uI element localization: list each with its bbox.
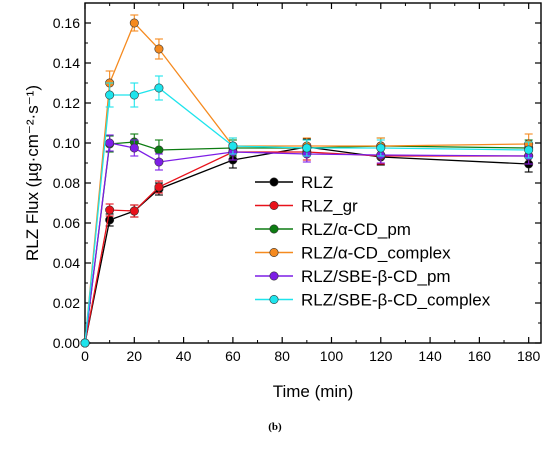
x-tick-label: 160 bbox=[468, 348, 492, 364]
legend-label: RLZ bbox=[301, 173, 333, 192]
y-tick-label: 0.00 bbox=[53, 335, 80, 351]
y-axis-title: RLZ Flux (µg·cm⁻²·s⁻¹) bbox=[23, 85, 42, 261]
x-tick-label: 0 bbox=[81, 348, 89, 364]
y-tick-label: 0.16 bbox=[53, 15, 80, 31]
data-point bbox=[376, 143, 386, 153]
x-tick-label: 80 bbox=[274, 348, 290, 364]
data-point bbox=[105, 90, 115, 100]
data-point bbox=[105, 138, 115, 148]
x-tick-label: 40 bbox=[176, 348, 192, 364]
series-layer bbox=[80, 14, 534, 348]
x-tick-label: 120 bbox=[369, 348, 393, 364]
x-tick-label: 180 bbox=[517, 348, 541, 364]
y-tick-label: 0.10 bbox=[53, 135, 80, 151]
axes: 0 20 40 60 80 100 120 140 160 180 0.00 0.02 0.04 0.06… bbox=[53, 2, 542, 364]
data-point bbox=[524, 145, 534, 155]
y-tick-label: 0.14 bbox=[53, 55, 80, 71]
legend-label: RLZ/α-CD_complex bbox=[301, 244, 451, 263]
data-point bbox=[129, 18, 139, 28]
data-point bbox=[129, 90, 139, 100]
x-axis-title: Time (min) bbox=[273, 382, 354, 401]
plot-frame bbox=[84, 2, 542, 344]
data-point bbox=[302, 143, 312, 153]
figure-caption: (b) bbox=[268, 421, 282, 433]
y-tick-label: 0.02 bbox=[53, 295, 80, 311]
x-tick-label: 60 bbox=[225, 348, 241, 364]
legend-marker bbox=[269, 248, 279, 258]
series-2 bbox=[80, 133, 534, 348]
x-tick-label: 100 bbox=[320, 348, 344, 364]
data-point bbox=[129, 143, 139, 153]
legend-label: RLZ/α-CD_pm bbox=[301, 220, 411, 239]
data-point bbox=[154, 157, 164, 167]
data-point bbox=[154, 145, 164, 155]
series-5 bbox=[80, 75, 534, 348]
legend-label: RLZ_gr bbox=[301, 197, 358, 216]
legend-label: RLZ/SBE-β-CD_pm bbox=[301, 267, 451, 286]
data-point bbox=[154, 44, 164, 54]
y-tick-label: 0.04 bbox=[53, 255, 80, 271]
data-point bbox=[129, 206, 139, 216]
x-tick-label: 140 bbox=[418, 348, 442, 364]
legend-marker bbox=[269, 201, 279, 211]
legend-marker bbox=[269, 224, 279, 234]
series-line bbox=[84, 21, 529, 344]
data-point bbox=[80, 338, 90, 348]
y-tick-label: 0.08 bbox=[53, 175, 80, 191]
legend-label: RLZ/SBE-β-CD_complex bbox=[301, 291, 491, 310]
legend-marker bbox=[269, 271, 279, 281]
data-point bbox=[154, 182, 164, 192]
series-4 bbox=[80, 134, 534, 348]
data-point bbox=[228, 141, 238, 151]
legend-marker bbox=[269, 294, 279, 304]
y-tick-label: 0.12 bbox=[53, 95, 80, 111]
y-tick-label: 0.06 bbox=[53, 215, 80, 231]
data-point bbox=[105, 205, 115, 215]
x-tick-label: 20 bbox=[127, 348, 143, 364]
legend: RLZ RLZ_gr RLZ/α-CD_pm RLZ/α-CD_complex RLZ/… bbox=[255, 173, 491, 310]
data-point bbox=[154, 83, 164, 93]
legend-marker bbox=[269, 177, 279, 187]
